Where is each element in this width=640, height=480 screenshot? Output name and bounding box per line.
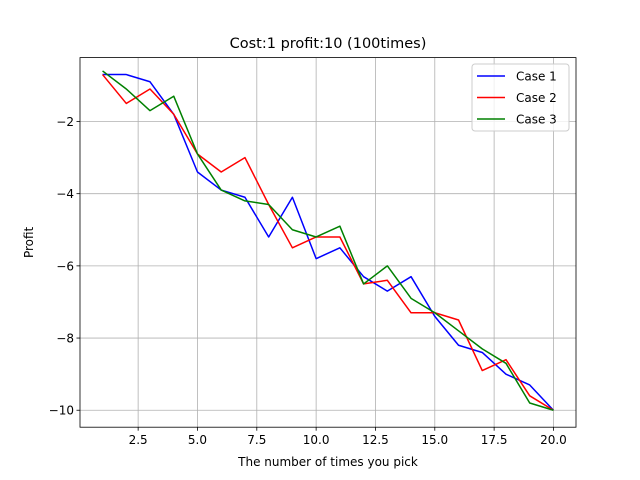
- x-tick-label: 10.0: [303, 433, 330, 447]
- legend-box: [471, 63, 570, 132]
- x-tick-label: 15.0: [421, 433, 448, 447]
- y-tick-label: −4: [56, 187, 74, 201]
- x-tick-label: 7.5: [247, 433, 266, 447]
- y-tick-label: −8: [56, 332, 74, 346]
- x-tick-label: 20.0: [540, 433, 567, 447]
- x-axis-label: The number of times you pick: [237, 455, 418, 469]
- y-tick-label: −10: [49, 404, 74, 418]
- series-lines: [101, 70, 554, 411]
- legend-label-case-1: Case 1: [516, 70, 557, 84]
- y-tick-label: −6: [56, 259, 74, 273]
- legend: Case 1 Case 2 Case 3: [471, 63, 570, 132]
- plot-frame: [79, 57, 577, 428]
- legend-label-case-2: Case 2: [516, 91, 557, 105]
- series-line-case-1: [102, 73, 554, 411]
- y-axis-label: Profit: [22, 226, 36, 258]
- y-tick-label: −2: [56, 115, 74, 129]
- x-tick-label: 17.5: [481, 433, 508, 447]
- legend-label-case-3: Case 3: [516, 113, 557, 127]
- axis-ticks: 2.5 5.0 7.5 10.0 12.5 15.0 17.5 20.0 −2 −4 −6 −8 −10: [49, 115, 567, 447]
- x-tick-label: 2.5: [129, 433, 148, 447]
- x-tick-label: 5.0: [188, 433, 207, 447]
- x-tick-label: 12.5: [362, 433, 389, 447]
- chart-title: Cost:1 profit:10 (100times): [230, 36, 427, 52]
- series-line-case-3: [102, 70, 554, 411]
- series-line-case-2: [101, 74, 554, 411]
